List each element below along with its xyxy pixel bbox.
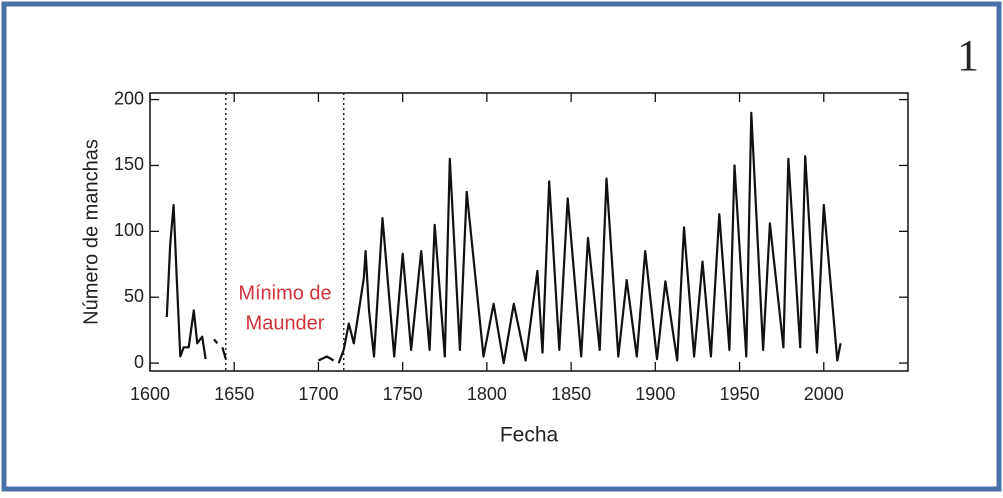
- x-tick-label: 2000: [804, 384, 844, 404]
- panel-label: 1: [957, 31, 979, 80]
- x-tick-label: 1600: [130, 384, 170, 404]
- y-tick-label: 200: [114, 88, 144, 108]
- x-tick-label: 1900: [635, 384, 675, 404]
- y-axis-label: Número de manchas: [80, 139, 102, 325]
- y-tick-label: 100: [114, 220, 144, 240]
- annotation: Maunder: [246, 312, 325, 334]
- x-tick-label: 1650: [214, 384, 254, 404]
- y-tick-label: 150: [114, 154, 144, 174]
- annotation: Mínimo de: [238, 282, 331, 304]
- y-tick-label: 0: [134, 352, 144, 372]
- x-axis-label: Fecha: [500, 424, 559, 447]
- plot-area: [149, 92, 909, 372]
- x-tick-label: 1850: [551, 384, 591, 404]
- x-tick-label: 1700: [298, 384, 338, 404]
- line-series: [165, 111, 842, 365]
- y-tick-label: 50: [124, 286, 144, 306]
- x-tick-label: 1800: [467, 384, 507, 404]
- x-tick-label: 1950: [720, 384, 760, 404]
- x-tick-label: 1750: [383, 384, 423, 404]
